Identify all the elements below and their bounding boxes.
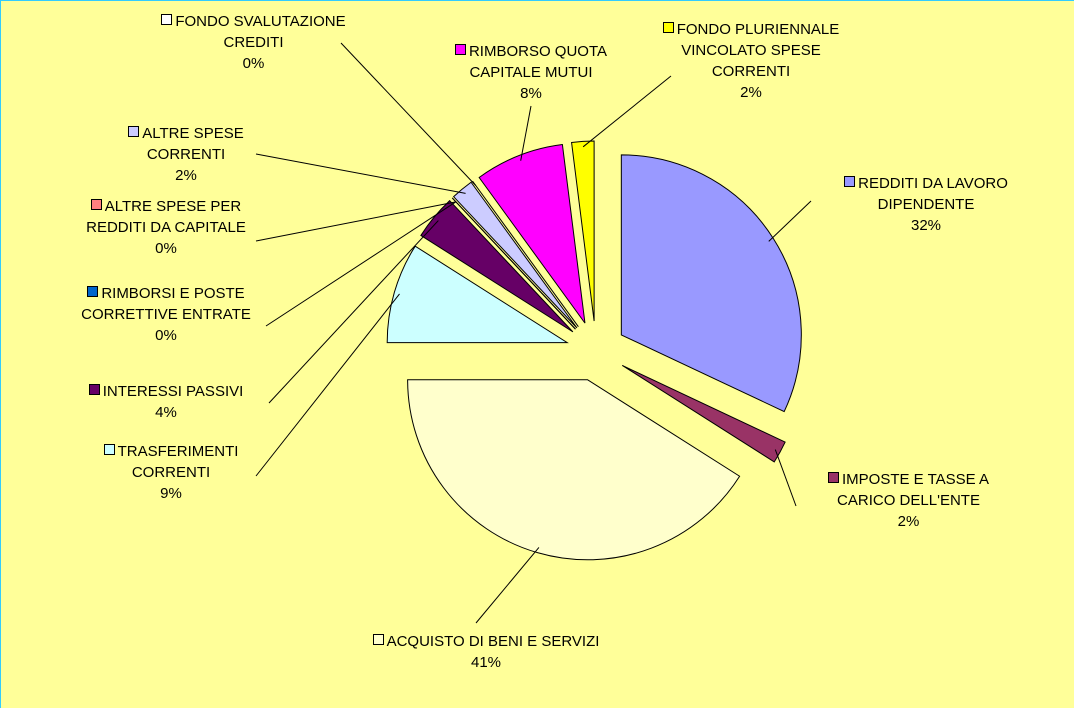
legend-swatch (87, 286, 99, 297)
category-name: FONDO SVALUTAZIONE CREDITI (175, 13, 346, 51)
data-label: RIMBORSI E POSTE CORRETTIVE ENTRATE 0% (56, 283, 276, 346)
pie-slice (570, 140, 595, 322)
percent-label: 0% (242, 55, 265, 72)
category-name: INTERESSI PASSIVI (102, 383, 244, 400)
data-label: INTERESSI PASSIVI 4% (61, 381, 271, 423)
data-label: TRASFERIMENTI CORRENTI 9% (71, 441, 271, 504)
pie-slice (451, 197, 576, 330)
category-name: ALTRE SPESE PER REDDITI DA CAPITALE (86, 198, 246, 236)
legend-swatch (90, 199, 102, 210)
leader-line (520, 105, 532, 161)
category-name: IMPOSTE E TASSE A CARICO DELL'ENTE (837, 471, 989, 509)
leader-line (255, 293, 400, 477)
category-name: RIMBORSI E POSTE CORRETTIVE ENTRATE (81, 285, 251, 323)
percent-label: 2% (175, 167, 197, 184)
legend-swatch (844, 176, 856, 187)
pie-slice (407, 379, 741, 561)
data-label: FONDO PLURIENNALE VINCOLATO SPESE CORREN… (641, 19, 861, 103)
percent-label: 2% (897, 513, 920, 530)
percent-label: 32% (910, 217, 942, 234)
legend-swatch (161, 14, 173, 25)
data-label: ALTRE SPESE CORRENTI 2% (101, 123, 271, 186)
percent-label: 2% (740, 84, 762, 101)
leader-line (582, 75, 672, 148)
legend-swatch (662, 22, 674, 33)
percent-label: 8% (520, 85, 542, 102)
percent-label: 0% (155, 327, 177, 344)
legend-swatch (88, 384, 100, 395)
leader-line (768, 200, 812, 242)
legend-swatch (103, 444, 115, 455)
leader-line (268, 220, 439, 404)
percent-label: 4% (155, 404, 177, 421)
pie-slice (452, 181, 578, 329)
category-name: ACQUISTO DI BENI E SERVIZI (386, 633, 600, 650)
data-label: FONDO SVALUTAZIONE CREDITI 0% (161, 11, 346, 74)
data-label: IMPOSTE E TASSE A CARICO DELL'ENTE 2% (801, 469, 1016, 532)
percent-label: 9% (160, 485, 182, 502)
category-name: RIMBORSO QUOTA CAPITALE MUTUI (468, 43, 608, 81)
pie-slice (420, 199, 574, 333)
leader-line (475, 547, 540, 624)
leader-line (265, 201, 457, 327)
legend-swatch (128, 126, 140, 137)
pie-slice (478, 143, 586, 324)
category-name: FONDO PLURIENNALE VINCOLATO SPESE CORREN… (676, 21, 840, 80)
legend-swatch (828, 472, 839, 483)
legend-swatch (372, 634, 384, 645)
data-label: ALTRE SPESE PER REDDITI DA CAPITALE 0% (61, 196, 271, 259)
percent-label: 0% (155, 240, 177, 257)
category-name: TRASFERIMENTI CORRENTI (117, 443, 239, 481)
leader-line (255, 201, 457, 242)
pie-slice (386, 245, 569, 344)
pie-slice (622, 365, 786, 463)
data-label: ACQUISTO DI BENI E SERVIZI 41% (371, 631, 601, 673)
category-name: REDDITI DA LAVORO DIPENDENTE (858, 175, 1008, 213)
leader-line (340, 42, 477, 186)
category-name: ALTRE SPESE CORRENTI (142, 125, 244, 163)
data-label: RIMBORSO QUOTA CAPITALE MUTUI 8% (431, 41, 631, 104)
pie-slice (620, 154, 802, 413)
data-label: REDDITI DA LAVORO DIPENDENTE 32% (816, 173, 1036, 236)
leader-line (774, 449, 797, 507)
percent-label: 41% (470, 654, 502, 671)
legend-swatch (454, 44, 466, 55)
leader-line (255, 153, 466, 194)
